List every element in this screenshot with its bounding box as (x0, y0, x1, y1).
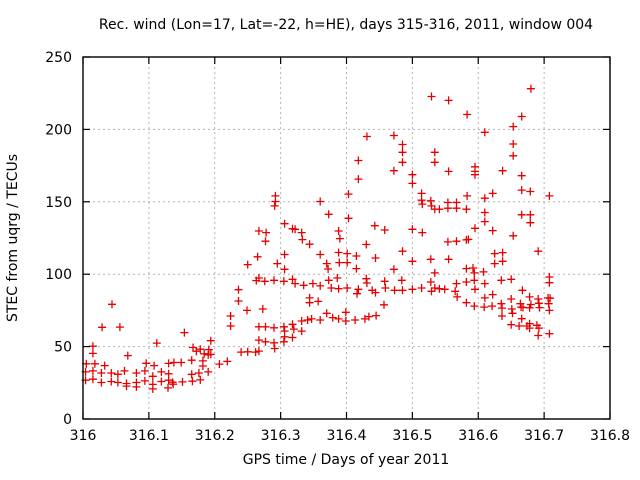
y-tick-label: 100 (45, 267, 72, 283)
y-tick-label: 200 (45, 122, 72, 138)
y-tick-label: 50 (54, 340, 72, 356)
x-axis-label: GPS time / Days of year 2011 (243, 452, 450, 468)
y-tick-label: 150 (45, 195, 72, 211)
data-point-markers (81, 84, 555, 393)
y-axis-label: STEC from uqrg / TECUs (5, 154, 21, 322)
x-tick-label: 316.4 (326, 428, 366, 444)
x-tick-label: 316.1 (129, 428, 169, 444)
x-tick-label: 316.5 (392, 428, 432, 444)
data-points-layer (81, 84, 555, 393)
plot-frame (82, 56, 611, 420)
grid-layer (83, 57, 610, 419)
chart-title: Rec. wind (Lon=17, Lat=-22, h=HE), days … (99, 17, 593, 33)
y-tick-label: 0 (63, 412, 72, 428)
x-tick-label: 316.8 (590, 428, 630, 444)
x-tick-label: 316.7 (524, 428, 564, 444)
x-tick-label: 316.3 (261, 428, 301, 444)
x-tick-label: 316 (70, 428, 97, 444)
y-tick-label: 250 (45, 50, 72, 66)
tick-labels-layer: 316 316.1 316.2 316.3 316.4 316.5 316.6 316.7 31… (45, 50, 630, 444)
x-tick-label: 316.6 (458, 428, 498, 444)
x-tick-label: 316.2 (195, 428, 235, 444)
